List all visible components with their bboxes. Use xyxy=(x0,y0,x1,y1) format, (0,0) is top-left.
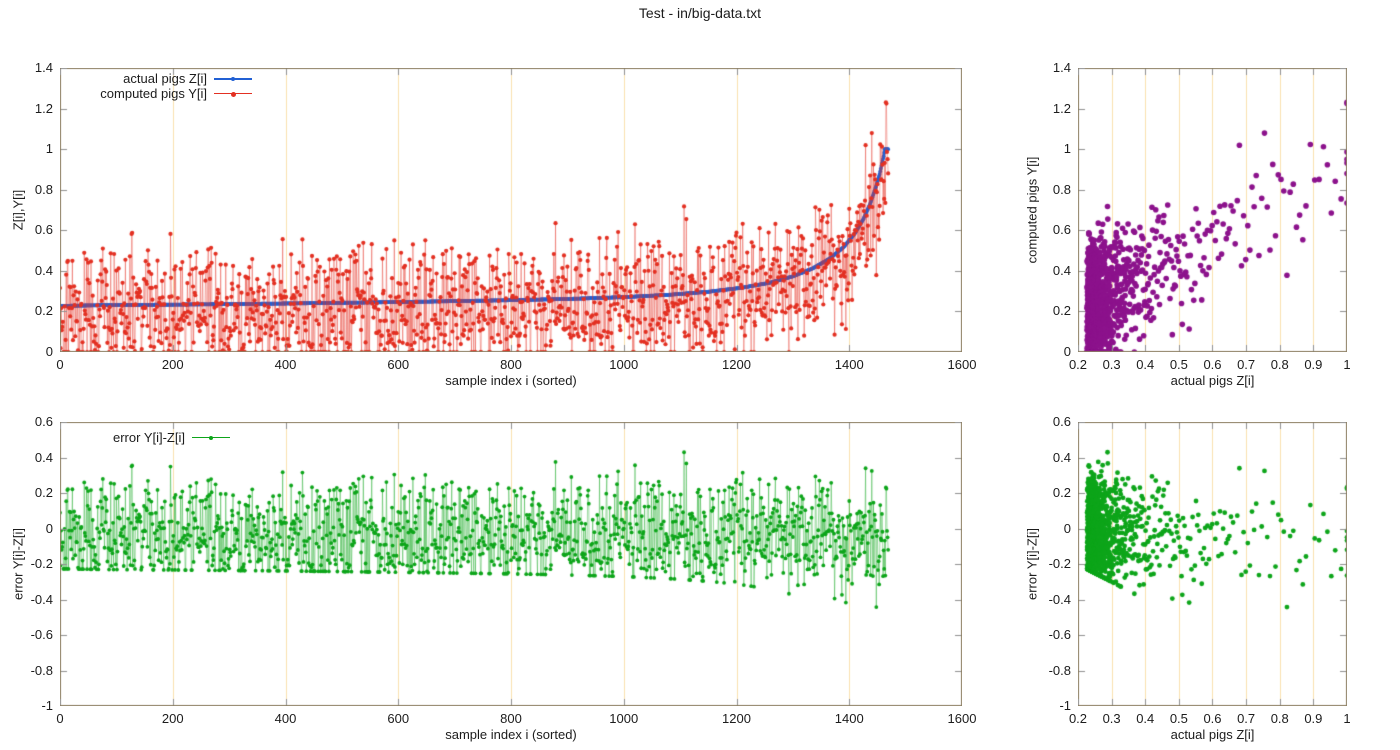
y-tick-label: 0.6 xyxy=(1052,222,1071,238)
y-tick-label: 0.6 xyxy=(34,222,53,238)
x-tick-label: 0.2 xyxy=(1068,711,1088,726)
y-tick-label: 0.4 xyxy=(1052,262,1071,278)
x-tick-label: 0.2 xyxy=(1068,357,1088,372)
legend-entry-label: actual pigs Z[i] xyxy=(123,71,207,86)
y-tick-label: 0.6 xyxy=(34,414,53,429)
legend-entry: actual pigs Z[i] xyxy=(62,71,252,86)
x-tick-label: 0.7 xyxy=(1237,357,1256,372)
y-tick-label: 0 xyxy=(1063,344,1071,359)
x-tick-label: 1 xyxy=(1343,711,1351,726)
y-tick-label: 0.8 xyxy=(34,181,53,197)
y-tick-label: 0.4 xyxy=(34,449,53,465)
y-tick-label: 0.2 xyxy=(1052,485,1071,500)
y-axis-label-scatter-computed-vs-actual: computed pigs Y[i] xyxy=(1024,156,1040,264)
x-tick-label: 0.8 xyxy=(1270,711,1289,726)
plot-title: Test - in/big-data.txt xyxy=(638,5,762,21)
y-tick-label: 0.2 xyxy=(34,485,53,500)
y-tick-label: 0.8 xyxy=(1052,181,1071,197)
y-tick-label: 0.2 xyxy=(34,303,53,319)
x-tick-label: 0.4 xyxy=(1136,711,1155,726)
y-tick-label: -0.2 xyxy=(30,556,53,571)
chart-canvas-scatter-error-vs-actual xyxy=(1078,422,1347,706)
legend-sample-point xyxy=(230,91,236,97)
y-tick-label: 1.4 xyxy=(34,60,53,75)
legend-sample-point xyxy=(231,77,235,81)
y-tick-label: 0.6 xyxy=(1052,414,1071,429)
y-tick-label: 0 xyxy=(45,344,53,359)
legend-sample-point xyxy=(209,436,213,440)
x-tick-label: 0 xyxy=(56,357,64,372)
y-tick-label: -0.8 xyxy=(1048,662,1071,678)
y-axis-label-error-series: error Y[i]-Z[i] xyxy=(10,528,26,600)
x-tick-label: 1600 xyxy=(947,357,977,372)
x-tick-label: 1000 xyxy=(609,711,639,726)
y-tick-label: -0.4 xyxy=(30,591,53,607)
legend-error-series: error Y[i]-Z[i] xyxy=(62,430,230,445)
legend-sorted-series: actual pigs Z[i] computed pigs Y[i] xyxy=(62,71,252,101)
y-axis-label-sorted-series: Z[i],Y[i] xyxy=(10,189,26,231)
chart-canvas-sorted-series xyxy=(60,68,962,352)
x-tick-label: 0.5 xyxy=(1169,357,1188,372)
x-tick-label: 1000 xyxy=(609,357,639,372)
x-tick-label: 1 xyxy=(1343,357,1351,372)
y-tick-label: -0.4 xyxy=(1048,591,1071,607)
x-tick-label: 400 xyxy=(274,357,297,372)
y-tick-label: 0.4 xyxy=(1052,449,1071,465)
x-tick-label: 800 xyxy=(500,357,522,372)
y-tick-label: 1 xyxy=(1063,141,1071,157)
legend-entry-label: error Y[i]-Z[i] xyxy=(113,430,185,445)
y-tick-label: 0 xyxy=(1063,520,1071,536)
x-tick-label: 800 xyxy=(500,711,522,726)
y-tick-label: -0.6 xyxy=(30,627,53,642)
x-tick-label: 0.6 xyxy=(1203,711,1222,726)
x-tick-label: 600 xyxy=(387,357,410,372)
y-tick-label: -0.6 xyxy=(1048,627,1071,642)
x-tick-label: 0.9 xyxy=(1304,357,1323,372)
y-tick-label: 1.2 xyxy=(34,100,53,116)
x-axis-label-error-series: sample index i (sorted) xyxy=(445,727,577,742)
legend-line-sample xyxy=(214,71,252,86)
x-axis-label-sorted-series: sample index i (sorted) xyxy=(445,373,577,388)
x-tick-label: 1200 xyxy=(722,711,751,726)
x-tick-label: 200 xyxy=(161,357,184,372)
x-tick-label: 0.3 xyxy=(1102,711,1121,726)
x-tick-label: 0.7 xyxy=(1237,711,1256,726)
x-tick-label: 0.6 xyxy=(1203,357,1222,372)
x-axis-label-scatter-computed-vs-actual: actual pigs Z[i] xyxy=(1170,373,1255,388)
x-axis-label-scatter-error-vs-actual: actual pigs Z[i] xyxy=(1170,727,1255,742)
y-tick-label: 0.4 xyxy=(34,262,53,278)
x-tick-label: 0.4 xyxy=(1136,357,1155,372)
y-tick-label: -0.2 xyxy=(1048,556,1071,571)
y-tick-label: -1 xyxy=(41,698,53,713)
legend-line-sample xyxy=(192,430,230,445)
chart-canvas-error-series xyxy=(60,422,962,706)
x-tick-label: 400 xyxy=(274,711,297,726)
x-tick-label: 0.5 xyxy=(1169,711,1188,726)
x-tick-label: 1400 xyxy=(834,357,864,372)
legend-line-sample xyxy=(214,86,252,101)
x-tick-label: 600 xyxy=(387,711,410,726)
y-axis-label-scatter-error-vs-actual: error Y[i]-Z[i] xyxy=(1024,528,1040,600)
legend-entry: error Y[i]-Z[i] xyxy=(62,430,230,445)
x-tick-label: 0 xyxy=(56,711,64,726)
x-tick-label: 1400 xyxy=(834,711,864,726)
x-tick-label: 0.8 xyxy=(1270,357,1289,372)
x-tick-label: 0.9 xyxy=(1304,711,1323,726)
x-tick-label: 1200 xyxy=(722,357,751,372)
y-tick-label: 1.2 xyxy=(1052,100,1071,116)
legend-entry-label: computed pigs Y[i] xyxy=(100,86,207,101)
y-tick-label: 0.2 xyxy=(1052,303,1071,319)
legend-entry: computed pigs Y[i] xyxy=(62,86,252,101)
x-tick-label: 0.3 xyxy=(1102,357,1121,372)
y-tick-label: -1 xyxy=(1059,698,1071,713)
x-tick-label: 200 xyxy=(161,711,184,726)
y-tick-label: 1 xyxy=(45,141,53,157)
y-tick-label: -0.8 xyxy=(30,662,53,678)
x-tick-label: 1600 xyxy=(947,711,977,726)
y-tick-label: 1.4 xyxy=(1052,60,1071,75)
y-tick-label: 0 xyxy=(45,520,53,536)
chart-canvas-scatter-computed-vs-actual xyxy=(1078,68,1347,352)
